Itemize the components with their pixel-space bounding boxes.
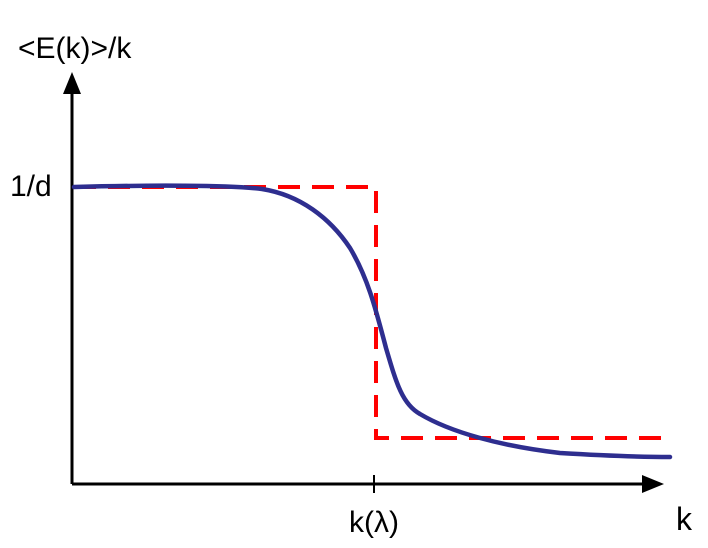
step-curve [74, 185, 664, 440]
smooth-curve [71, 183, 673, 460]
arrow-up-icon [63, 72, 81, 94]
x-axis-label: k [676, 501, 693, 537]
arrow-right-icon [642, 475, 664, 493]
x-marker-label: k(λ) [349, 506, 399, 539]
y-marker-label: 1/d [10, 170, 52, 203]
y-axis-label: <E(k)>/k [18, 32, 132, 65]
